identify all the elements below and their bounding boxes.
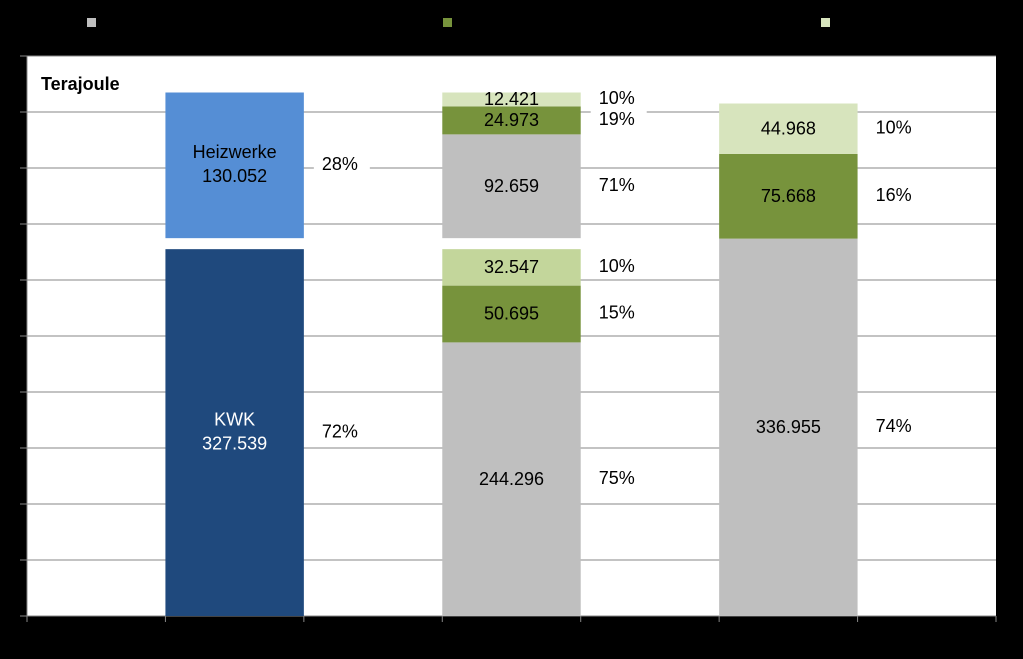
value-label: 32.547	[484, 257, 539, 277]
share-label-bg	[313, 153, 370, 178]
bar-segment	[719, 238, 858, 616]
share-label: 10%	[599, 88, 635, 108]
legend-swatch	[87, 18, 96, 27]
bar-segment	[442, 106, 581, 135]
share-label: 72%	[322, 421, 358, 441]
share-label: 16%	[876, 185, 912, 205]
segment-name: Heizwerke	[193, 142, 277, 162]
segment-name: KWK	[214, 409, 255, 429]
share-label: 19%	[599, 109, 635, 129]
share-label: 74%	[876, 416, 912, 436]
bar-segment	[165, 249, 304, 617]
share-label-bg	[590, 467, 647, 492]
bar-segment	[719, 103, 858, 154]
legend-swatch	[443, 18, 452, 27]
legend-swatch	[821, 18, 830, 27]
value-label: 336.955	[756, 417, 821, 437]
share-label: 71%	[599, 175, 635, 195]
value-label: 92.659	[484, 176, 539, 196]
share-label: 75%	[599, 468, 635, 488]
share-label-bg	[867, 415, 924, 440]
bar-segment	[442, 342, 581, 616]
value-label: 75.668	[761, 186, 816, 206]
bar-segment	[442, 249, 581, 286]
value-label: 24.973	[484, 110, 539, 130]
bar-segment	[442, 285, 581, 343]
share-label-bg	[867, 116, 924, 141]
share-label: 28%	[322, 154, 358, 174]
share-label: 10%	[876, 117, 912, 137]
bar-segment	[442, 92, 581, 107]
share-label-bg	[313, 420, 370, 445]
value-label: 244.296	[479, 469, 544, 489]
bar-segment	[442, 134, 581, 239]
share-label-bg	[590, 255, 647, 280]
value-label: 12.421	[484, 89, 539, 109]
share-label-bg	[590, 301, 647, 326]
value-label: 44.968	[761, 118, 816, 138]
value-label: 130.052	[202, 166, 267, 186]
share-label: 10%	[599, 256, 635, 276]
value-label: 50.695	[484, 304, 539, 324]
share-label-bg	[590, 174, 647, 199]
share-label-bg	[867, 184, 924, 209]
share-label-bg	[590, 108, 647, 133]
bar-segment	[165, 92, 304, 239]
value-label: 327.539	[202, 433, 267, 453]
chart-title: Terajoule	[41, 74, 120, 94]
bar-segment	[719, 153, 858, 239]
share-label-bg	[590, 87, 647, 112]
share-label: 15%	[599, 303, 635, 323]
